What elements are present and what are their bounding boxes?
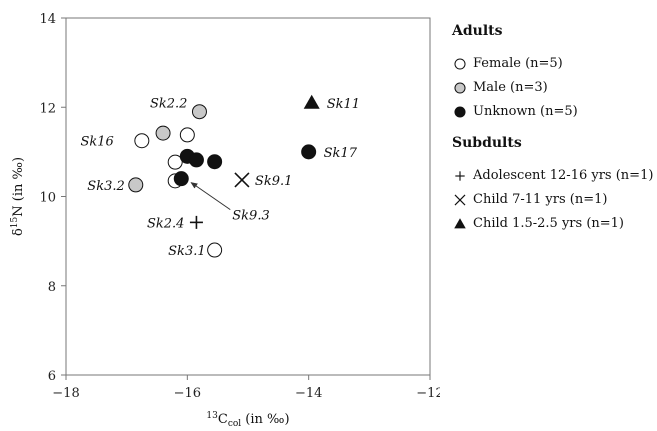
legend-label: Adolescent 12-16 yrs (n=1) — [473, 168, 654, 183]
y-tick-label: 12 — [39, 101, 56, 116]
plot-frame — [65, 17, 431, 376]
data-point-circle-filled — [188, 152, 204, 168]
legend-marker-circle-filled — [454, 106, 466, 118]
annotation-arrow — [190, 182, 231, 211]
data-point-circle-open — [167, 154, 183, 170]
scatter-chart: −18 −16 −14 −12 6 8 10 12 14 13Ccol (in ‰) δ15N (i… — [10, 12, 440, 429]
point-label: Sk2.2 — [150, 97, 187, 112]
y-tick-label: 6 — [48, 369, 56, 384]
data-point-triangle — [303, 94, 320, 109]
y-tick-label: 8 — [48, 280, 56, 295]
legend-marker-plus — [455, 171, 465, 181]
y-axis-label: δ15N (in ‰) — [10, 157, 26, 236]
data-point-circle-filled — [173, 171, 189, 187]
data-point-circle-gray — [191, 104, 207, 120]
legend-item: Child 1.5-2.5 yrs (n=1) — [452, 212, 652, 236]
point-label: Sk9.1 — [255, 174, 292, 189]
x-tick-label: −18 — [52, 386, 79, 401]
legend-item: Female (n=5) — [452, 52, 652, 76]
legend-label: Female (n=5) — [473, 56, 563, 71]
legend-marker-cross — [454, 194, 466, 206]
data-point-circle-gray — [128, 177, 144, 193]
data-point-circle-open — [179, 127, 195, 143]
point-label: Sk17 — [324, 146, 358, 161]
legend-item: Child 7-11 yrs (n=1) — [452, 188, 652, 212]
x-tick-label: −14 — [295, 386, 322, 401]
data-point-circle-filled — [207, 154, 223, 170]
legend-marker-circle-gray — [454, 82, 466, 94]
point-label: Sk3.2 — [87, 179, 124, 194]
y-tick-label: 10 — [39, 191, 56, 206]
legend-symbol — [454, 58, 466, 70]
x-tick-label: −16 — [174, 386, 201, 401]
legend-label: Child 7-11 yrs (n=1) — [473, 192, 608, 207]
legend-label: Unknown (n=5) — [473, 104, 578, 119]
y-tick-label: 14 — [39, 12, 56, 27]
legend-marker-triangle — [454, 218, 466, 229]
point-label: Sk16 — [81, 135, 114, 150]
data-point-circle-open — [134, 133, 150, 149]
point-label: Sk9.3 — [232, 209, 269, 224]
legend-label: Child 1.5-2.5 yrs (n=1) — [473, 216, 625, 231]
legend-symbol — [454, 82, 466, 94]
legend-symbol — [454, 106, 466, 118]
legend-heading: Adults — [452, 23, 503, 39]
point-label: Sk3.1 — [168, 244, 205, 259]
data-point-circle-filled — [301, 144, 317, 160]
point-label: Sk2.4 — [147, 216, 184, 231]
legend-marker-circle-open — [454, 58, 466, 70]
legend-heading: Subdults — [452, 135, 522, 151]
x-tick-label: −12 — [416, 386, 440, 401]
data-point-circle-gray — [155, 125, 171, 141]
legend-symbol — [455, 171, 465, 181]
legend: Adults Female (n=5) Male (n=3) Unknown (n=5… — [452, 20, 654, 236]
legend-item: Male (n=3) — [452, 76, 652, 100]
legend-symbol — [454, 194, 466, 206]
legend-label: Male (n=3) — [473, 80, 548, 95]
point-label: Sk11 — [327, 97, 360, 112]
data-point-circle-open — [207, 242, 223, 258]
data-point-plus — [189, 215, 203, 229]
legend-item: Adolescent 12-16 yrs (n=1) — [452, 164, 654, 188]
data-point-cross — [234, 172, 250, 188]
legend-item: Unknown (n=5) — [452, 100, 652, 124]
legend-symbol — [454, 218, 466, 229]
x-axis-label: 13Ccol (in ‰) — [206, 411, 289, 429]
